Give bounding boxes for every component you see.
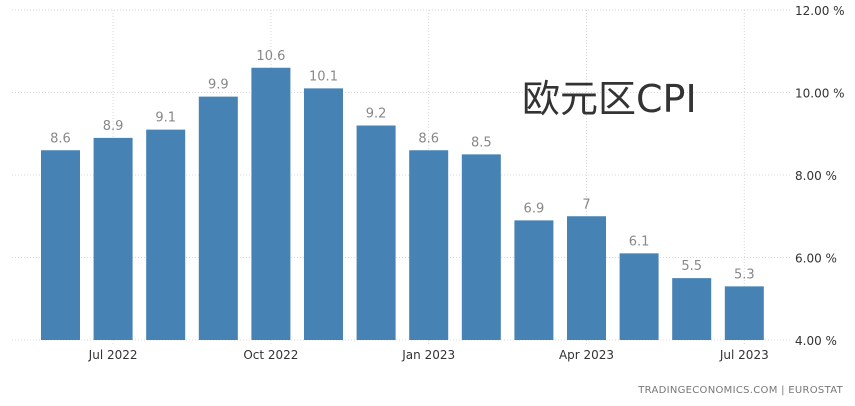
data-label: 9.9 (208, 78, 229, 93)
x-tick-label: Apr 2023 (559, 348, 614, 362)
bar (514, 220, 554, 340)
bar (93, 137, 133, 340)
x-tick-label: Jul 2023 (719, 348, 769, 362)
data-label: 5.3 (734, 267, 755, 282)
data-label: 9.2 (366, 107, 387, 122)
bar (672, 278, 712, 340)
data-label: 8.5 (471, 135, 492, 150)
bar (251, 67, 291, 340)
x-tick-label: Oct 2022 (243, 348, 298, 362)
y-tick-label: 4.00 % (795, 334, 837, 348)
data-label: 5.5 (681, 259, 702, 274)
bar (146, 129, 186, 340)
y-tick-label: 10.00 % (795, 87, 845, 101)
source-credit[interactable]: TRADINGECONOMICS.COM | EUROSTAT (638, 385, 843, 396)
data-label: 9.1 (155, 111, 176, 126)
y-tick-label: 12.00 % (795, 4, 845, 18)
data-label: 7 (582, 197, 590, 212)
bar (41, 150, 80, 340)
data-label: 10.6 (256, 49, 285, 64)
x-tick-label: Jan 2023 (401, 348, 455, 362)
bar (461, 154, 501, 340)
bar (619, 253, 659, 340)
data-label: 8.9 (103, 119, 124, 134)
bar (356, 125, 396, 340)
data-label: 8.6 (50, 131, 71, 146)
data-label: 6.1 (629, 234, 650, 249)
data-label: 10.1 (309, 69, 338, 84)
chart-title: 欧元区CPI (522, 77, 697, 121)
y-tick-label: 8.00 % (795, 169, 837, 183)
data-label: 6.9 (524, 201, 545, 216)
data-label: 8.6 (418, 131, 439, 146)
bar (567, 216, 606, 340)
bar (409, 150, 449, 340)
bar (724, 286, 764, 340)
bar (304, 88, 343, 340)
x-tick-label: Jul 2022 (88, 348, 138, 362)
bar (198, 96, 238, 340)
y-tick-label: 6.00 % (795, 252, 837, 266)
